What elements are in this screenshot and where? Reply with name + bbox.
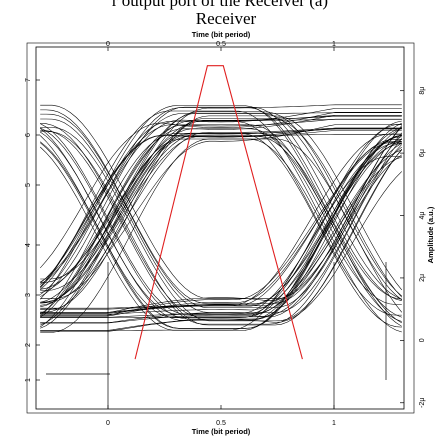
eye-trace <box>40 140 402 315</box>
eye-trace <box>40 127 403 322</box>
top-tick-label: 0 <box>106 41 110 48</box>
eye-trace <box>40 118 402 284</box>
eye-trace <box>40 104 403 299</box>
eye-trace <box>39 112 402 269</box>
right-tick-label: 6μ <box>419 149 426 157</box>
eye-trace <box>40 106 402 300</box>
outer-border <box>26 42 415 414</box>
eye-trace <box>40 105 402 300</box>
plot-border <box>35 46 405 410</box>
eye-trace <box>40 135 402 310</box>
right-axis: -2μ 0 2μ 4μ 6μ 8μ <box>400 87 426 408</box>
eye-trace <box>40 109 403 304</box>
eye-trace <box>39 121 402 316</box>
eye-trace <box>40 118 403 313</box>
eye-trace <box>40 141 402 316</box>
eye-trace <box>40 119 402 294</box>
top-tick-label: 0.5 <box>216 41 226 48</box>
right-tick-label: 0 <box>419 338 426 342</box>
eye-trace <box>40 139 402 314</box>
eye-trace <box>40 127 402 303</box>
caption-partial: r output port of the Receiver (a) <box>112 0 328 10</box>
left-tick-label: 6 <box>25 133 32 137</box>
left-tick-label: 3 <box>25 293 32 297</box>
top-tick-label: 1 <box>332 41 336 48</box>
eye-mask <box>134 65 303 360</box>
top-axis-title: Time (bit period) <box>192 30 251 39</box>
eye-trace <box>40 124 402 299</box>
eye-trace <box>40 115 402 285</box>
plot-frame <box>26 42 415 414</box>
left-tick-label: 1 <box>25 378 32 382</box>
eye-trace <box>40 116 402 291</box>
right-tick-label: -2μ <box>419 398 426 408</box>
eye-trace <box>40 136 402 331</box>
eye-trace <box>39 134 402 288</box>
eye-trace <box>40 139 402 314</box>
eye-trace <box>40 115 403 310</box>
right-tick-label: 8μ <box>419 87 426 95</box>
bottom-tick-label: 1 <box>332 420 336 427</box>
eye-trace <box>40 133 402 309</box>
eye-trace <box>39 130 402 287</box>
eye-trace <box>40 127 402 321</box>
eye-trace <box>40 132 402 326</box>
mask-line <box>134 65 303 360</box>
left-tick-label: 4 <box>25 243 32 247</box>
eye-trace <box>40 138 403 333</box>
left-tick-label: 2 <box>25 343 32 347</box>
eye-trace <box>40 131 403 326</box>
eye-trace <box>40 133 402 328</box>
bottom-tick-label: 0 <box>106 420 110 427</box>
bottom-tick-label: 0.5 <box>216 420 226 427</box>
eye-trace <box>40 142 402 313</box>
eye-trace <box>40 130 403 325</box>
eye-trace <box>40 118 403 313</box>
bottom-axis-title: Time (bit period) <box>192 427 251 436</box>
right-tick-label: 4μ <box>419 212 426 220</box>
eye-traces <box>39 104 403 333</box>
left-tick-label: 5 <box>25 183 32 187</box>
eye-trace <box>39 110 402 305</box>
left-axis: 1 2 3 4 5 6 7 <box>25 78 40 382</box>
right-tick-label: 2μ <box>419 274 426 282</box>
chart-title: Receiver <box>196 9 257 28</box>
eye-trace <box>40 113 403 308</box>
eye-trace <box>40 141 402 317</box>
left-tick-label: 7 <box>25 78 32 82</box>
right-axis-title: Amplitude (a.u.) <box>426 206 435 263</box>
eye-trace <box>40 112 402 283</box>
eye-trace <box>40 138 402 333</box>
eye-trace <box>40 122 402 315</box>
